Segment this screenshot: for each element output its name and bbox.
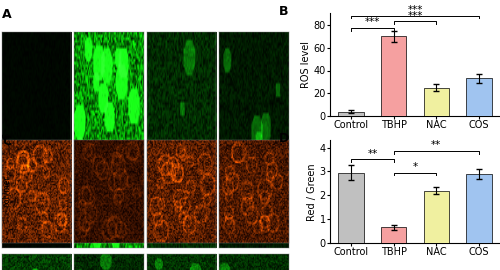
- Bar: [466, 79, 491, 116]
- Bar: [338, 112, 364, 116]
- Bar: [466, 174, 491, 243]
- Text: D: D: [279, 132, 289, 145]
- Title: TBHP: TBHP: [98, 23, 119, 32]
- Y-axis label: ROS level: ROS level: [300, 41, 310, 88]
- Title: Control: Control: [22, 23, 50, 32]
- Text: **: **: [431, 140, 442, 150]
- Text: ROS: ROS: [2, 132, 11, 149]
- Bar: [381, 36, 406, 116]
- Bar: [424, 87, 449, 116]
- Text: ***: ***: [408, 5, 422, 15]
- Text: B: B: [279, 5, 288, 18]
- Title: TBHP+COS: TBHP+COS: [232, 23, 275, 32]
- Text: polymer: polymer: [2, 176, 11, 207]
- Title: TBHP+NAC: TBHP+NAC: [160, 23, 202, 32]
- Y-axis label: Red / Green: Red / Green: [307, 163, 317, 221]
- Text: *: *: [412, 162, 418, 172]
- Text: **: **: [368, 149, 378, 159]
- Text: ***: ***: [365, 18, 380, 28]
- Text: ***: ***: [408, 11, 422, 21]
- Bar: [381, 228, 406, 243]
- Bar: [424, 191, 449, 243]
- Bar: [338, 173, 364, 243]
- Text: A: A: [2, 8, 12, 21]
- Text: C: C: [2, 135, 11, 148]
